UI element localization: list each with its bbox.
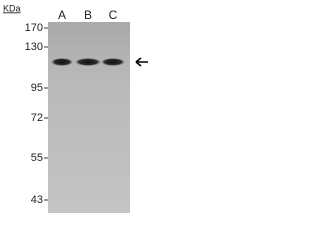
protein-band <box>51 58 73 66</box>
marker-label: 43 <box>31 194 43 206</box>
lane-label: B <box>84 8 92 22</box>
marker-label: 55 <box>31 152 43 164</box>
marker-label: 130 <box>25 41 43 53</box>
unit-label: KDa <box>3 3 21 13</box>
blot-figure: KDa 170 130 95 72 55 43 A B C <box>3 3 148 213</box>
protein-band <box>75 58 101 66</box>
marker-label: 72 <box>31 112 43 124</box>
gel <box>48 22 130 213</box>
marker-label: 95 <box>31 82 43 94</box>
protein-band <box>101 58 125 66</box>
arrow <box>135 57 148 67</box>
bands <box>51 58 125 66</box>
marker-label: 170 <box>25 22 43 34</box>
lane-label: A <box>58 8 66 22</box>
lane-label: C <box>109 8 118 22</box>
